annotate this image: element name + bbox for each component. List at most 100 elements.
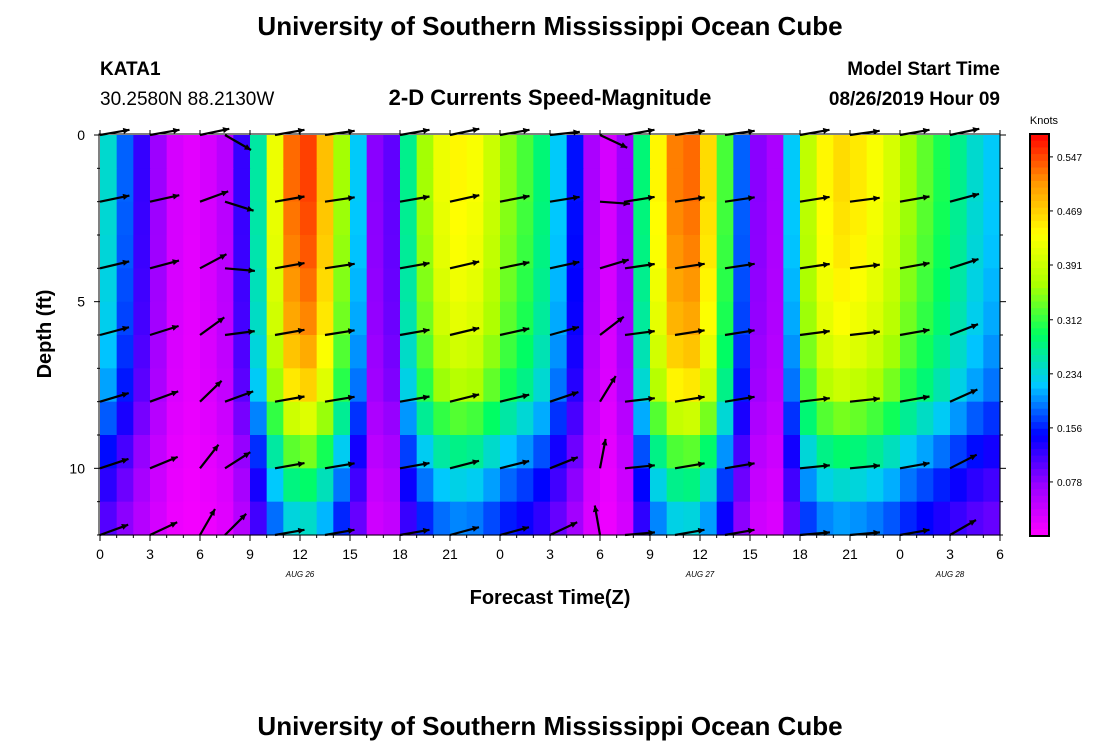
- heatmap-cell: [416, 135, 434, 169]
- heatmap-cell: [566, 468, 584, 503]
- heatmap-cell: [950, 235, 968, 269]
- heatmap-cell: [550, 435, 568, 469]
- heatmap-cell: [416, 268, 434, 303]
- heatmap-cell: [166, 135, 184, 169]
- heatmap-cell: [150, 235, 168, 269]
- heatmap-cell: [416, 501, 434, 536]
- heatmap-cell: [650, 435, 668, 469]
- heatmap-cell: [516, 335, 534, 369]
- heatmap-cell: [733, 335, 751, 369]
- heatmap-cell: [666, 201, 684, 236]
- heatmap-cell: [716, 501, 734, 536]
- heatmap-cell: [866, 401, 884, 436]
- heatmap-cell: [850, 335, 868, 369]
- vector-head: [971, 323, 978, 330]
- current-vector: [899, 527, 930, 537]
- current-vector: [274, 394, 305, 403]
- heatmap-cell: [100, 168, 118, 203]
- current-vector: [224, 267, 255, 274]
- heatmap-cell: [916, 135, 934, 169]
- vector-head: [297, 327, 305, 334]
- heatmap-cell: [833, 368, 851, 403]
- heatmap-cell: [516, 435, 534, 469]
- colorbar: 0.547 0.469 0.391 0.312 0.234 0.156 0.078: [1029, 133, 1082, 537]
- heatmap-cell: [883, 201, 901, 236]
- x-tick-label: 9: [646, 546, 654, 562]
- current-vector: [949, 258, 979, 270]
- colorbar-segment: [1030, 395, 1049, 403]
- heatmap-cell: [633, 135, 651, 169]
- vector-head: [170, 522, 178, 528]
- heatmap-cell: [966, 268, 984, 303]
- heatmap-cell: [950, 168, 968, 203]
- vector-head: [822, 127, 830, 134]
- heatmap-cell: [433, 335, 451, 369]
- heatmap-cell: [550, 301, 568, 336]
- heatmap-cell: [633, 168, 651, 203]
- current-vector: [449, 326, 480, 337]
- colorbar-segment: [1030, 160, 1049, 169]
- heatmap-cell: [133, 501, 151, 536]
- heatmap-cell: [683, 235, 701, 269]
- heatmap-cell: [116, 235, 134, 269]
- heatmap-cell: [433, 368, 451, 403]
- heatmap-cell: [233, 335, 251, 369]
- heatmap-cell: [750, 335, 768, 369]
- heatmap-cell: [766, 235, 784, 269]
- heatmap-cell: [633, 401, 651, 436]
- speed-heatmap: [100, 135, 1001, 536]
- vector-head: [623, 200, 630, 207]
- heatmap-cell: [233, 435, 251, 469]
- current-vector: [199, 380, 223, 403]
- heatmap-cell: [833, 501, 851, 536]
- x-tick-label: 9: [246, 546, 254, 562]
- heatmap-cell: [150, 168, 168, 203]
- heatmap-cell: [683, 201, 701, 236]
- vector-head: [472, 326, 480, 333]
- current-vector: [724, 328, 755, 337]
- heatmap-cell: [350, 168, 368, 203]
- vector-head: [697, 527, 705, 534]
- heatmap-cell: [216, 501, 234, 536]
- current-vector: [899, 327, 930, 337]
- heatmap-cell: [633, 235, 651, 269]
- heatmap-cell: [650, 468, 668, 503]
- heatmap-cell: [216, 135, 234, 169]
- heatmap-cell: [566, 435, 584, 469]
- heatmap-cell: [183, 201, 201, 236]
- heatmap-cell: [916, 401, 934, 436]
- heatmap-cell: [416, 235, 434, 269]
- heatmap-cell: [716, 435, 734, 469]
- heatmap-cell: [183, 135, 201, 169]
- heatmap-cell: [650, 268, 668, 303]
- vector-head: [248, 267, 255, 274]
- heatmap-cell: [366, 468, 384, 503]
- heatmap-cell: [733, 368, 751, 403]
- heatmap-cell: [750, 201, 768, 236]
- colorbar-segment: [1030, 147, 1049, 155]
- heatmap-cell: [833, 335, 851, 369]
- heatmap-cell: [383, 135, 401, 169]
- heatmap-cell: [733, 135, 751, 169]
- heatmap-cell: [916, 335, 934, 369]
- heatmap-cell: [866, 235, 884, 269]
- colorbar-segment: [1030, 489, 1049, 497]
- heatmap-cell: [333, 301, 351, 336]
- colorbar-segment: [1030, 448, 1049, 457]
- heatmap-cell: [650, 335, 668, 369]
- heatmap-cell: [600, 235, 618, 269]
- heatmap-cell: [300, 501, 318, 536]
- heatmap-cell: [350, 401, 368, 436]
- heatmap-cell: [483, 201, 501, 236]
- heatmap-cell: [383, 301, 401, 336]
- heatmap-cell: [733, 235, 751, 269]
- x-tick-label: 3: [146, 546, 154, 562]
- heatmap-cell: [416, 368, 434, 403]
- heatmap-cell: [266, 501, 284, 536]
- heatmap-cell: [366, 335, 384, 369]
- heatmap-cell: [150, 401, 168, 436]
- station-coordinates: 30.2580N 88.2130W: [100, 89, 274, 110]
- heatmap-cell: [483, 401, 501, 436]
- heatmap-cell: [583, 135, 601, 169]
- heatmap-cell: [116, 168, 134, 203]
